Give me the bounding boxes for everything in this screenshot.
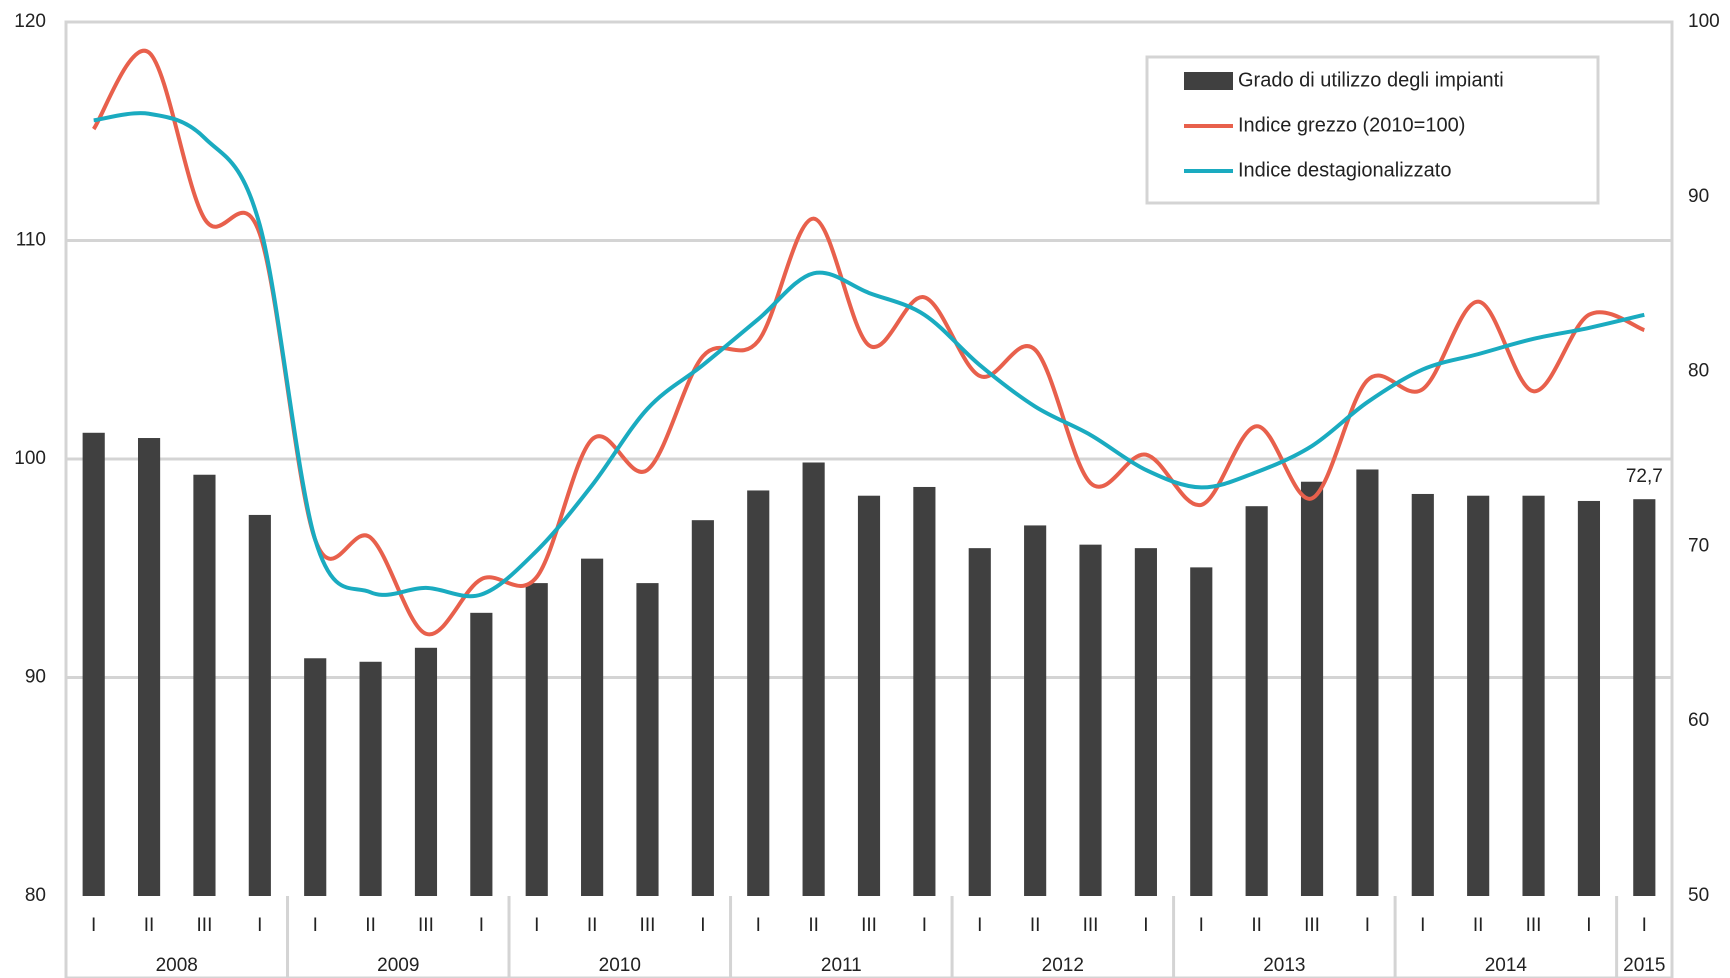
bar [857,495,881,896]
legend-swatch [1184,72,1233,90]
y-tick-label: 100 [14,448,46,469]
x-tick-label: II [1030,915,1041,936]
bar [802,462,825,896]
bar [359,661,382,896]
bar [1134,548,1157,896]
year-label: 2014 [1485,955,1528,976]
bar [1356,469,1379,896]
x-tick-label: I [1586,915,1591,936]
y-tick-label: 80 [25,885,46,906]
x-tick-label: III [640,915,656,936]
bar [1633,499,1656,896]
x-tick-label: I [1365,915,1370,936]
bar [1024,525,1047,896]
y-tick-label: 90 [25,667,46,688]
bar [913,486,936,896]
bar [470,612,493,896]
x-tick-label: II [144,915,155,936]
x-tick-label: I [479,915,484,936]
x-tick-label: III [197,915,213,936]
x-tick-label: III [861,915,877,936]
x-tick-label: I [257,915,262,936]
legend: Grado di utilizzo degli impianti Indice g… [1145,55,1600,205]
bar [691,520,714,896]
year-label: 2010 [599,955,641,976]
legend-label: Indice grezzo (2010=100) [1238,114,1465,136]
year-label: 2015 [1623,955,1665,976]
x-tick-label: III [1083,915,1099,936]
x-tick-label: I [1642,915,1647,936]
y2-tick-label: 90 [1688,186,1709,207]
plot-frame [64,20,1674,978]
y-tick-label: 110 [16,230,46,251]
x-tick-label: I [91,915,96,936]
bar [193,474,216,896]
x-tick-label: II [587,915,598,936]
bar [82,432,105,896]
x-tick-label: I [922,915,927,936]
year-label: 2009 [377,955,419,976]
bar [1467,495,1490,896]
value-label: 72,7 [1626,466,1663,487]
y2-tick-label: 100 [1688,11,1720,32]
x-tick-label: I [700,915,705,936]
bar [747,490,770,896]
year-label: 2011 [821,955,862,976]
x-tick-label: I [313,915,318,936]
x-tick-label: I [977,915,982,936]
y2-tick-label: 60 [1688,710,1709,731]
bar [137,438,161,896]
year-label: 2013 [1263,955,1305,976]
y2-tick-label: 70 [1688,535,1709,556]
bar [1522,495,1545,896]
bar [581,558,604,896]
bar [1245,506,1268,896]
bar [304,658,327,896]
x-tick-label: I [1143,915,1148,936]
bar [525,583,548,896]
bar [968,548,991,896]
bar [1300,481,1324,896]
y2-tick-label: 80 [1688,361,1709,382]
x-tick-label: II [365,915,376,936]
x-tick-label: I [534,915,539,936]
bar [248,514,271,896]
year-label: 2008 [156,955,198,976]
x-tick-label: II [1473,915,1484,936]
y2-tick-label: 50 [1688,885,1709,906]
x-tick-label: II [808,915,819,936]
legend-label: Indice destagionalizzato [1238,159,1451,181]
bar [1190,567,1213,896]
x-tick-label: II [1251,915,1262,936]
bar [414,647,438,896]
x-tick-label: III [1304,915,1320,936]
bar [1577,500,1601,896]
y-tick-label: 120 [14,11,46,32]
x-tick-label: I [1420,915,1425,936]
x-tick-label: III [1526,915,1542,936]
x-tick-label: I [756,915,761,936]
line [93,111,1645,599]
bar [1079,544,1102,896]
year-label: 2012 [1042,955,1084,976]
x-tick-label: III [418,915,434,936]
x-tick-label: I [1199,915,1204,936]
bar [1411,493,1434,896]
bar [636,583,659,896]
legend-label: Grado di utilizzo degli impianti [1238,69,1504,91]
